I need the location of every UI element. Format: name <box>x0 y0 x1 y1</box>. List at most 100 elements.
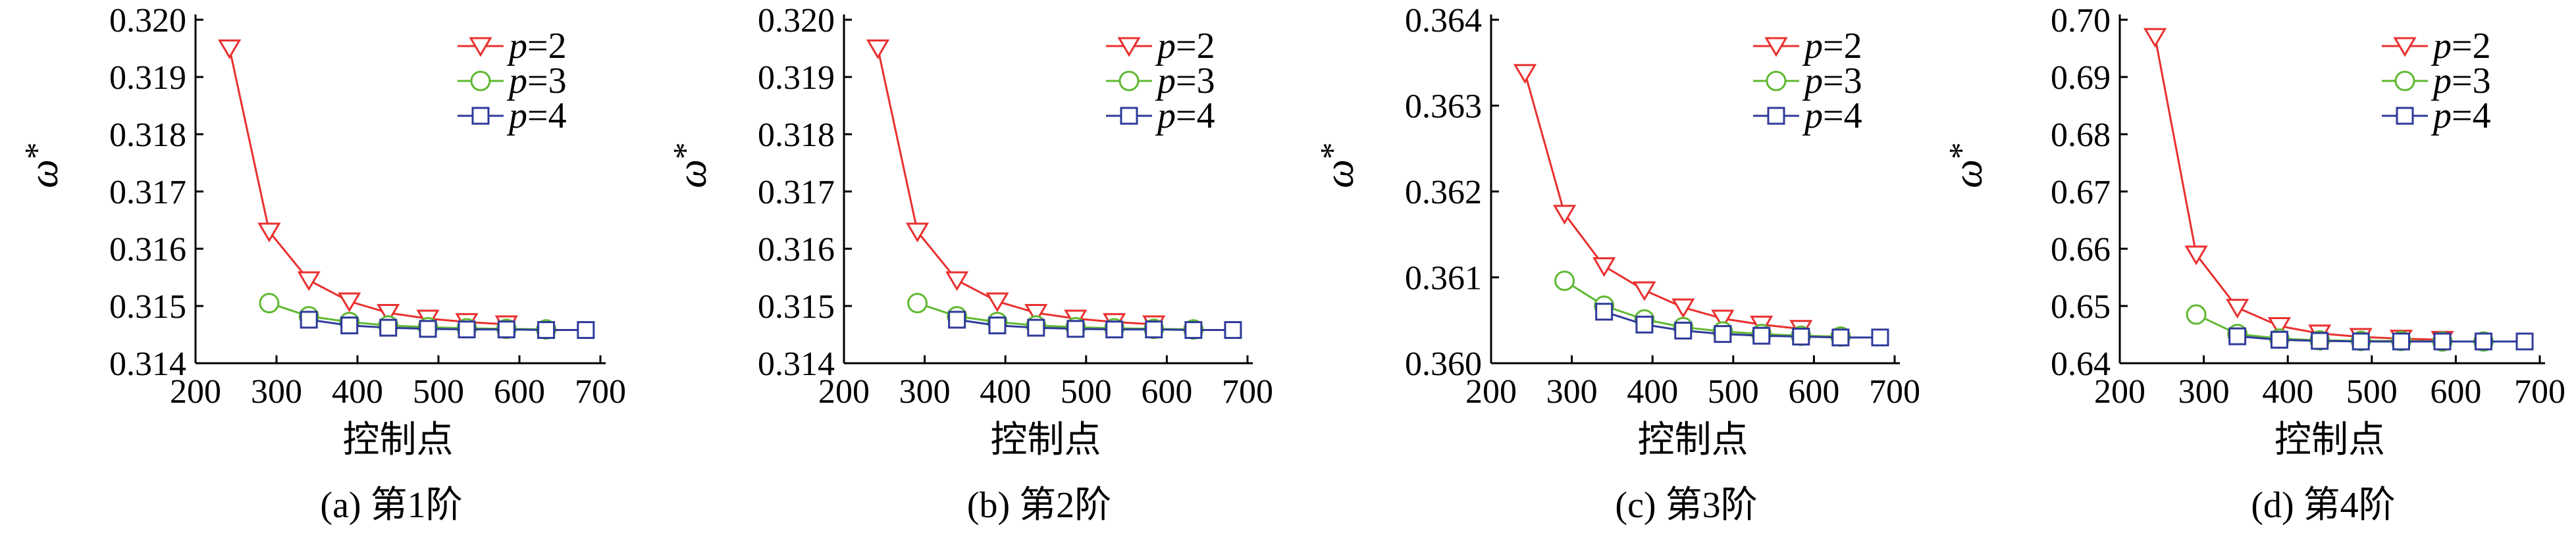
legend-label: p=2 <box>1155 26 1215 66</box>
data-point-p=4 <box>1831 328 1850 347</box>
y-axis-label: ω* <box>667 142 715 188</box>
legend-marker <box>2396 107 2414 125</box>
x-tick-label: 400 <box>1627 373 1678 411</box>
series-line-p=2 <box>228 48 507 326</box>
data-point-p=2 <box>1633 281 1656 301</box>
y-tick-label: 0.317 <box>109 174 186 211</box>
data-point-p=4 <box>2475 332 2493 351</box>
data-point-p=4 <box>577 321 595 340</box>
x-tick-label: 500 <box>1061 373 1112 411</box>
data-point-p=2 <box>377 303 400 324</box>
data-point-p=2 <box>1552 205 1577 225</box>
data-point-p=2 <box>1671 298 1695 318</box>
data-point-p=4 <box>1635 315 1654 334</box>
data-point-p=4 <box>1105 320 1124 339</box>
legend-marker <box>1120 107 1138 125</box>
x-tick-label: 300 <box>251 373 302 411</box>
x-tick-label: 400 <box>2262 373 2313 411</box>
legend-marker <box>1766 70 1787 91</box>
chart-panel-1: 0.314 0.315 0.316 0.317 0.318 0.319 0.320 200 30… <box>18 2 626 526</box>
x-tick-label: 700 <box>1869 373 1920 411</box>
y-tick-label: 0.360 <box>1405 345 1482 383</box>
x-tick-label: 700 <box>575 373 626 411</box>
legend-label: p=4 <box>506 95 567 136</box>
legend-label: p=2 <box>1802 26 1862 66</box>
data-point-p=2 <box>1592 257 1616 277</box>
x-axis-label: 控制点 <box>1638 420 1748 461</box>
y-tick-label: 0.70 <box>2051 2 2111 39</box>
data-point-p=4 <box>2392 332 2410 351</box>
x-tick-label: 500 <box>413 373 464 411</box>
x-tick-label: 600 <box>1141 373 1192 411</box>
legend-label: p=4 <box>2431 95 2491 136</box>
x-tick-label: 300 <box>1546 373 1598 411</box>
y-tick-label: 0.314 <box>758 345 835 383</box>
y-tick-label: 0.320 <box>758 2 835 39</box>
y-tick-label: 0.364 <box>1405 2 1482 39</box>
panel-caption: (b) 第2阶 <box>967 485 1111 526</box>
y-tick-label: 0.361 <box>1405 260 1482 297</box>
y-axis-label: ω* <box>1943 142 1991 188</box>
data-point-p=4 <box>948 311 966 329</box>
y-tick-label: 0.314 <box>109 345 186 383</box>
legend-label: p=3 <box>506 61 567 101</box>
legend-marker <box>1764 37 1788 57</box>
data-point-p=4 <box>988 317 1007 335</box>
data-point-p=4 <box>2433 332 2452 351</box>
x-tick-label: 500 <box>2346 373 2398 411</box>
x-tick-label: 200 <box>818 373 870 411</box>
x-tick-label: 600 <box>494 373 545 411</box>
y-tick-label: 0.315 <box>758 288 835 326</box>
y-tick-label: 0.64 <box>2051 345 2111 383</box>
y-tick-label: 0.65 <box>2051 288 2111 326</box>
y-tick-label: 0.69 <box>2051 59 2111 97</box>
x-axis-label: 控制点 <box>991 420 1101 461</box>
x-tick-label: 600 <box>1788 373 1839 411</box>
data-point-p=4 <box>2515 332 2534 351</box>
legend-label: p=3 <box>1802 61 1862 101</box>
y-tick-label: 0.319 <box>758 59 835 97</box>
legend-marker <box>1118 70 1140 91</box>
data-point-p=4 <box>2228 327 2247 345</box>
y-tick-label: 0.362 <box>1405 174 1482 211</box>
data-point-p=2 <box>1513 64 1537 84</box>
x-axis-label: 控制点 <box>343 420 454 461</box>
legend-label: p=4 <box>1155 95 1215 136</box>
data-point-p=3 <box>2186 304 2207 325</box>
data-point-p=2 <box>945 271 969 292</box>
legend-label: p=4 <box>1802 95 1862 136</box>
x-tick-label: 700 <box>1222 373 1273 411</box>
x-tick-label: 300 <box>899 373 951 411</box>
data-point-p=2 <box>2267 317 2292 337</box>
data-point-p=4 <box>1145 320 1163 339</box>
data-point-p=2 <box>866 39 890 59</box>
data-point-p=4 <box>1184 321 1203 340</box>
legend-label: p=2 <box>2431 26 2491 66</box>
data-point-p=4 <box>2352 332 2370 351</box>
chart-panel-4: 0.64 0.65 0.66 0.67 0.68 0.69 0.70 200 300 400 500… <box>1943 2 2565 526</box>
y-tick-label: 0.363 <box>1405 88 1482 126</box>
data-point-p=4 <box>1027 318 1045 337</box>
y-tick-label: 0.319 <box>109 59 186 97</box>
legend-marker <box>1767 107 1785 125</box>
data-point-p=4 <box>300 311 318 329</box>
chart-panel-3: 0.360 0.361 0.362 0.363 0.364 200 300 400 500 600… <box>1314 2 1920 526</box>
x-tick-label: 500 <box>1708 373 1759 411</box>
x-tick-label: 700 <box>2514 373 2565 411</box>
legend-label: p=3 <box>1155 61 1215 101</box>
data-point-p=4 <box>379 318 398 337</box>
x-tick-label: 200 <box>170 373 221 411</box>
data-point-p=4 <box>537 321 556 340</box>
data-point-p=4 <box>1674 321 1693 340</box>
x-axis-label: 控制点 <box>2274 420 2385 461</box>
data-point-p=4 <box>1224 321 1242 340</box>
panel-caption: (a) 第1阶 <box>320 485 462 526</box>
x-tick-label: 300 <box>2178 373 2230 411</box>
data-point-p=4 <box>340 317 359 335</box>
legend-marker <box>2393 37 2417 57</box>
y-tick-label: 0.317 <box>758 174 835 211</box>
y-tick-label: 0.68 <box>2051 116 2111 154</box>
data-point-p=3 <box>259 293 280 314</box>
x-tick-label: 200 <box>1465 373 1517 411</box>
